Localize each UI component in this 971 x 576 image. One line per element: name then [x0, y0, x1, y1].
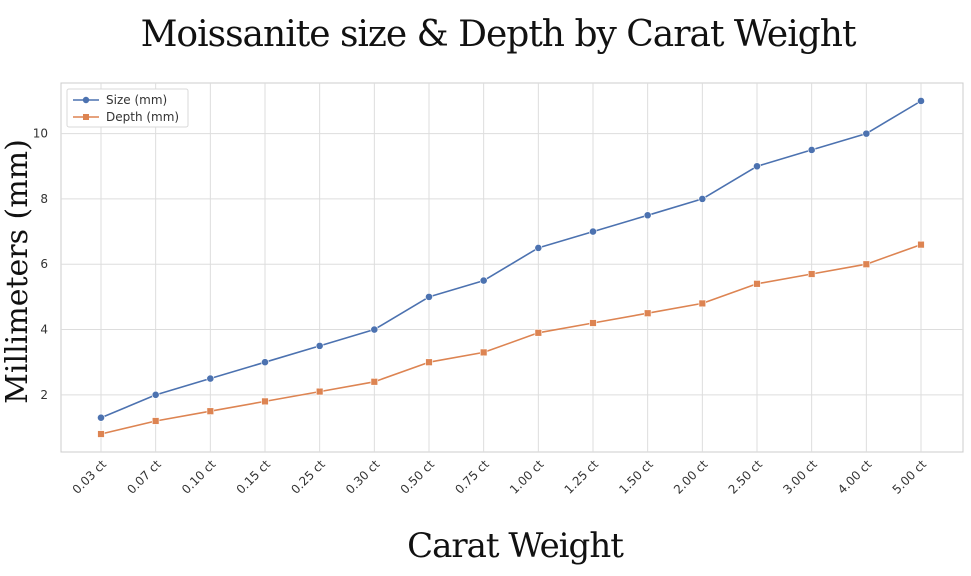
- data-point: [534, 329, 543, 337]
- y-axis-ticks: 2 4 6 8 10: [33, 127, 48, 402]
- data-point: [370, 378, 379, 386]
- data-point: [807, 146, 816, 154]
- legend-marker: [83, 114, 89, 120]
- grid-lines: [61, 83, 963, 452]
- x-tick-label: 0.50 ct: [398, 457, 438, 497]
- data-point: [643, 309, 652, 317]
- data-point: [206, 374, 215, 383]
- data-point: [206, 407, 215, 415]
- x-tick-label: 0.10 ct: [179, 457, 219, 497]
- plot-area: [60, 82, 964, 453]
- x-tick-label: 5.00 ct: [890, 457, 930, 497]
- data-point: [315, 341, 324, 350]
- data-point: [589, 319, 597, 327]
- series-1: [97, 97, 925, 422]
- data-point: [589, 227, 597, 236]
- data-point: [917, 240, 925, 249]
- data-point: [370, 325, 379, 334]
- y-tick-label: 2: [40, 388, 48, 402]
- data-point: [261, 358, 269, 367]
- x-tick-label: 4.00 ct: [835, 457, 875, 497]
- x-tick-label: 0.15 ct: [234, 457, 274, 497]
- data-point: [97, 430, 105, 438]
- x-tick-label: 2.00 ct: [671, 457, 711, 497]
- legend-label: Size (mm): [106, 93, 167, 107]
- y-tick-label: 4: [40, 323, 48, 337]
- data-point: [479, 348, 488, 357]
- series-line: [100, 100, 922, 419]
- data-point: [315, 387, 324, 396]
- data-point: [862, 129, 871, 138]
- data-point: [534, 244, 543, 252]
- legend-marker: [82, 96, 90, 104]
- x-tick-label: 3.00 ct: [780, 457, 820, 497]
- data-point: [698, 299, 707, 308]
- x-tick-label: 0.07 ct: [124, 457, 164, 497]
- y-tick-label: 10: [33, 127, 48, 141]
- series-line: [100, 243, 922, 435]
- y-tick-label: 6: [40, 257, 48, 271]
- x-axis-label: Carat Weight: [407, 526, 624, 566]
- data-point: [807, 270, 816, 278]
- data-point: [261, 397, 269, 406]
- data-point: [425, 292, 433, 301]
- y-axis-label: Millimeters (mm): [0, 139, 35, 404]
- data-point: [425, 358, 433, 366]
- data-point: [151, 417, 160, 425]
- x-tick-label: 2.50 ct: [726, 457, 766, 497]
- x-tick-label: 1.00 ct: [507, 457, 547, 497]
- data-point: [479, 276, 488, 285]
- data-point: [643, 211, 652, 220]
- x-tick-label: 0.03 ct: [70, 457, 110, 497]
- legend-label: Depth (mm): [106, 110, 179, 124]
- chart-title: Moissanite size & Depth by Carat Weight: [141, 14, 857, 55]
- series-2: [97, 240, 925, 438]
- x-tick-label: 1.25 ct: [562, 457, 602, 497]
- data-point: [917, 97, 925, 105]
- legend: Size (mm) Depth (mm): [66, 88, 189, 128]
- x-tick-label: 0.25 ct: [288, 457, 328, 497]
- data-point: [698, 195, 707, 203]
- series-layer: [97, 97, 925, 438]
- data-point: [862, 260, 871, 268]
- x-tick-label: 0.75 ct: [452, 457, 492, 497]
- x-tick-label: 0.30 ct: [343, 457, 383, 497]
- x-axis-ticks: 0.03 ct 0.07 ct 0.10 ct 0.15 ct 0.25 ct 0.30 …: [70, 457, 930, 497]
- data-point: [151, 390, 160, 399]
- x-tick-label: 1.50 ct: [616, 457, 656, 497]
- data-point: [97, 413, 105, 422]
- y-tick-label: 8: [40, 192, 48, 206]
- data-point: [753, 162, 761, 171]
- data-point: [753, 280, 761, 288]
